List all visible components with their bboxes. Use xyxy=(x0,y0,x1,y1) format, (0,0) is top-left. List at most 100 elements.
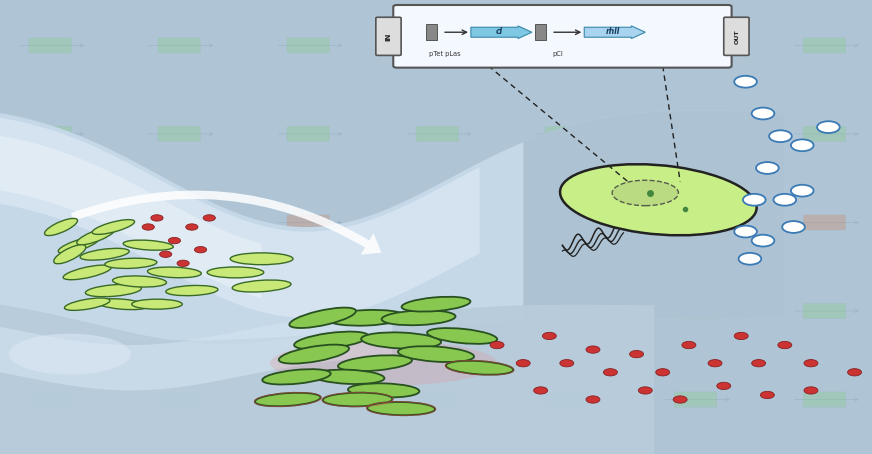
Circle shape xyxy=(603,369,617,376)
Ellipse shape xyxy=(96,299,148,310)
FancyBboxPatch shape xyxy=(803,215,846,230)
Ellipse shape xyxy=(166,286,218,296)
FancyBboxPatch shape xyxy=(158,38,201,53)
Ellipse shape xyxy=(338,355,412,371)
FancyArrowPatch shape xyxy=(71,191,381,255)
Circle shape xyxy=(203,215,215,221)
FancyBboxPatch shape xyxy=(287,126,330,142)
Ellipse shape xyxy=(123,240,174,250)
FancyBboxPatch shape xyxy=(545,215,588,230)
Ellipse shape xyxy=(427,328,497,344)
Ellipse shape xyxy=(361,332,441,349)
Ellipse shape xyxy=(232,280,291,292)
Circle shape xyxy=(586,346,600,353)
Ellipse shape xyxy=(105,258,157,268)
Circle shape xyxy=(586,396,600,403)
FancyBboxPatch shape xyxy=(29,215,72,230)
Circle shape xyxy=(791,185,814,197)
Ellipse shape xyxy=(327,310,405,326)
Text: OUT: OUT xyxy=(734,29,739,44)
FancyBboxPatch shape xyxy=(158,215,201,230)
Ellipse shape xyxy=(270,340,497,386)
Ellipse shape xyxy=(65,298,110,311)
Circle shape xyxy=(638,387,652,394)
Ellipse shape xyxy=(58,237,99,253)
FancyBboxPatch shape xyxy=(803,303,846,319)
Circle shape xyxy=(734,76,757,88)
Circle shape xyxy=(804,360,818,367)
Ellipse shape xyxy=(92,220,134,234)
Ellipse shape xyxy=(279,345,349,364)
FancyBboxPatch shape xyxy=(287,392,330,407)
FancyBboxPatch shape xyxy=(674,126,717,142)
Ellipse shape xyxy=(85,284,141,297)
FancyBboxPatch shape xyxy=(674,215,717,230)
Circle shape xyxy=(734,332,748,340)
Ellipse shape xyxy=(255,393,321,406)
Ellipse shape xyxy=(290,308,356,328)
FancyBboxPatch shape xyxy=(287,215,330,230)
Circle shape xyxy=(769,130,792,142)
FancyBboxPatch shape xyxy=(393,5,732,68)
Polygon shape xyxy=(523,110,785,321)
Text: IN: IN xyxy=(385,32,392,40)
Circle shape xyxy=(717,382,731,390)
Ellipse shape xyxy=(80,248,129,260)
Text: pCI: pCI xyxy=(553,51,563,57)
Polygon shape xyxy=(0,110,785,340)
Circle shape xyxy=(752,360,766,367)
Ellipse shape xyxy=(446,361,514,375)
Ellipse shape xyxy=(44,218,78,236)
Ellipse shape xyxy=(112,276,167,287)
Ellipse shape xyxy=(348,383,419,398)
Circle shape xyxy=(734,226,757,237)
FancyBboxPatch shape xyxy=(416,215,459,230)
FancyBboxPatch shape xyxy=(426,24,437,40)
Ellipse shape xyxy=(208,267,264,278)
Circle shape xyxy=(142,224,154,230)
FancyBboxPatch shape xyxy=(416,38,459,53)
Circle shape xyxy=(848,369,862,376)
Text: pTet pLas: pTet pLas xyxy=(429,51,460,57)
Circle shape xyxy=(804,387,818,394)
FancyBboxPatch shape xyxy=(29,392,72,407)
Circle shape xyxy=(168,237,181,244)
Circle shape xyxy=(817,121,840,133)
Circle shape xyxy=(656,369,670,376)
Circle shape xyxy=(756,162,779,174)
FancyArrow shape xyxy=(584,26,645,39)
Circle shape xyxy=(743,194,766,206)
Polygon shape xyxy=(0,118,480,318)
Ellipse shape xyxy=(54,245,85,264)
Ellipse shape xyxy=(230,253,293,265)
Circle shape xyxy=(194,247,207,253)
FancyBboxPatch shape xyxy=(158,392,201,407)
FancyBboxPatch shape xyxy=(674,392,717,407)
Polygon shape xyxy=(0,305,654,454)
FancyBboxPatch shape xyxy=(29,126,72,142)
FancyBboxPatch shape xyxy=(416,392,459,407)
FancyBboxPatch shape xyxy=(535,24,546,40)
Ellipse shape xyxy=(262,369,330,385)
Text: cI: cI xyxy=(496,27,503,36)
Circle shape xyxy=(534,387,548,394)
Ellipse shape xyxy=(560,164,757,235)
FancyBboxPatch shape xyxy=(545,126,588,142)
FancyBboxPatch shape xyxy=(158,126,201,142)
Polygon shape xyxy=(0,311,392,390)
Ellipse shape xyxy=(294,331,369,350)
Ellipse shape xyxy=(402,297,470,311)
Circle shape xyxy=(630,350,644,358)
FancyBboxPatch shape xyxy=(29,303,72,319)
FancyBboxPatch shape xyxy=(416,126,459,142)
Ellipse shape xyxy=(63,265,112,280)
Circle shape xyxy=(490,341,504,349)
Ellipse shape xyxy=(132,299,182,309)
FancyBboxPatch shape xyxy=(545,303,588,319)
Circle shape xyxy=(778,341,792,349)
Ellipse shape xyxy=(398,346,474,362)
Circle shape xyxy=(739,253,761,265)
Circle shape xyxy=(151,215,163,221)
Text: rhlI: rhlI xyxy=(606,27,620,36)
FancyBboxPatch shape xyxy=(803,126,846,142)
